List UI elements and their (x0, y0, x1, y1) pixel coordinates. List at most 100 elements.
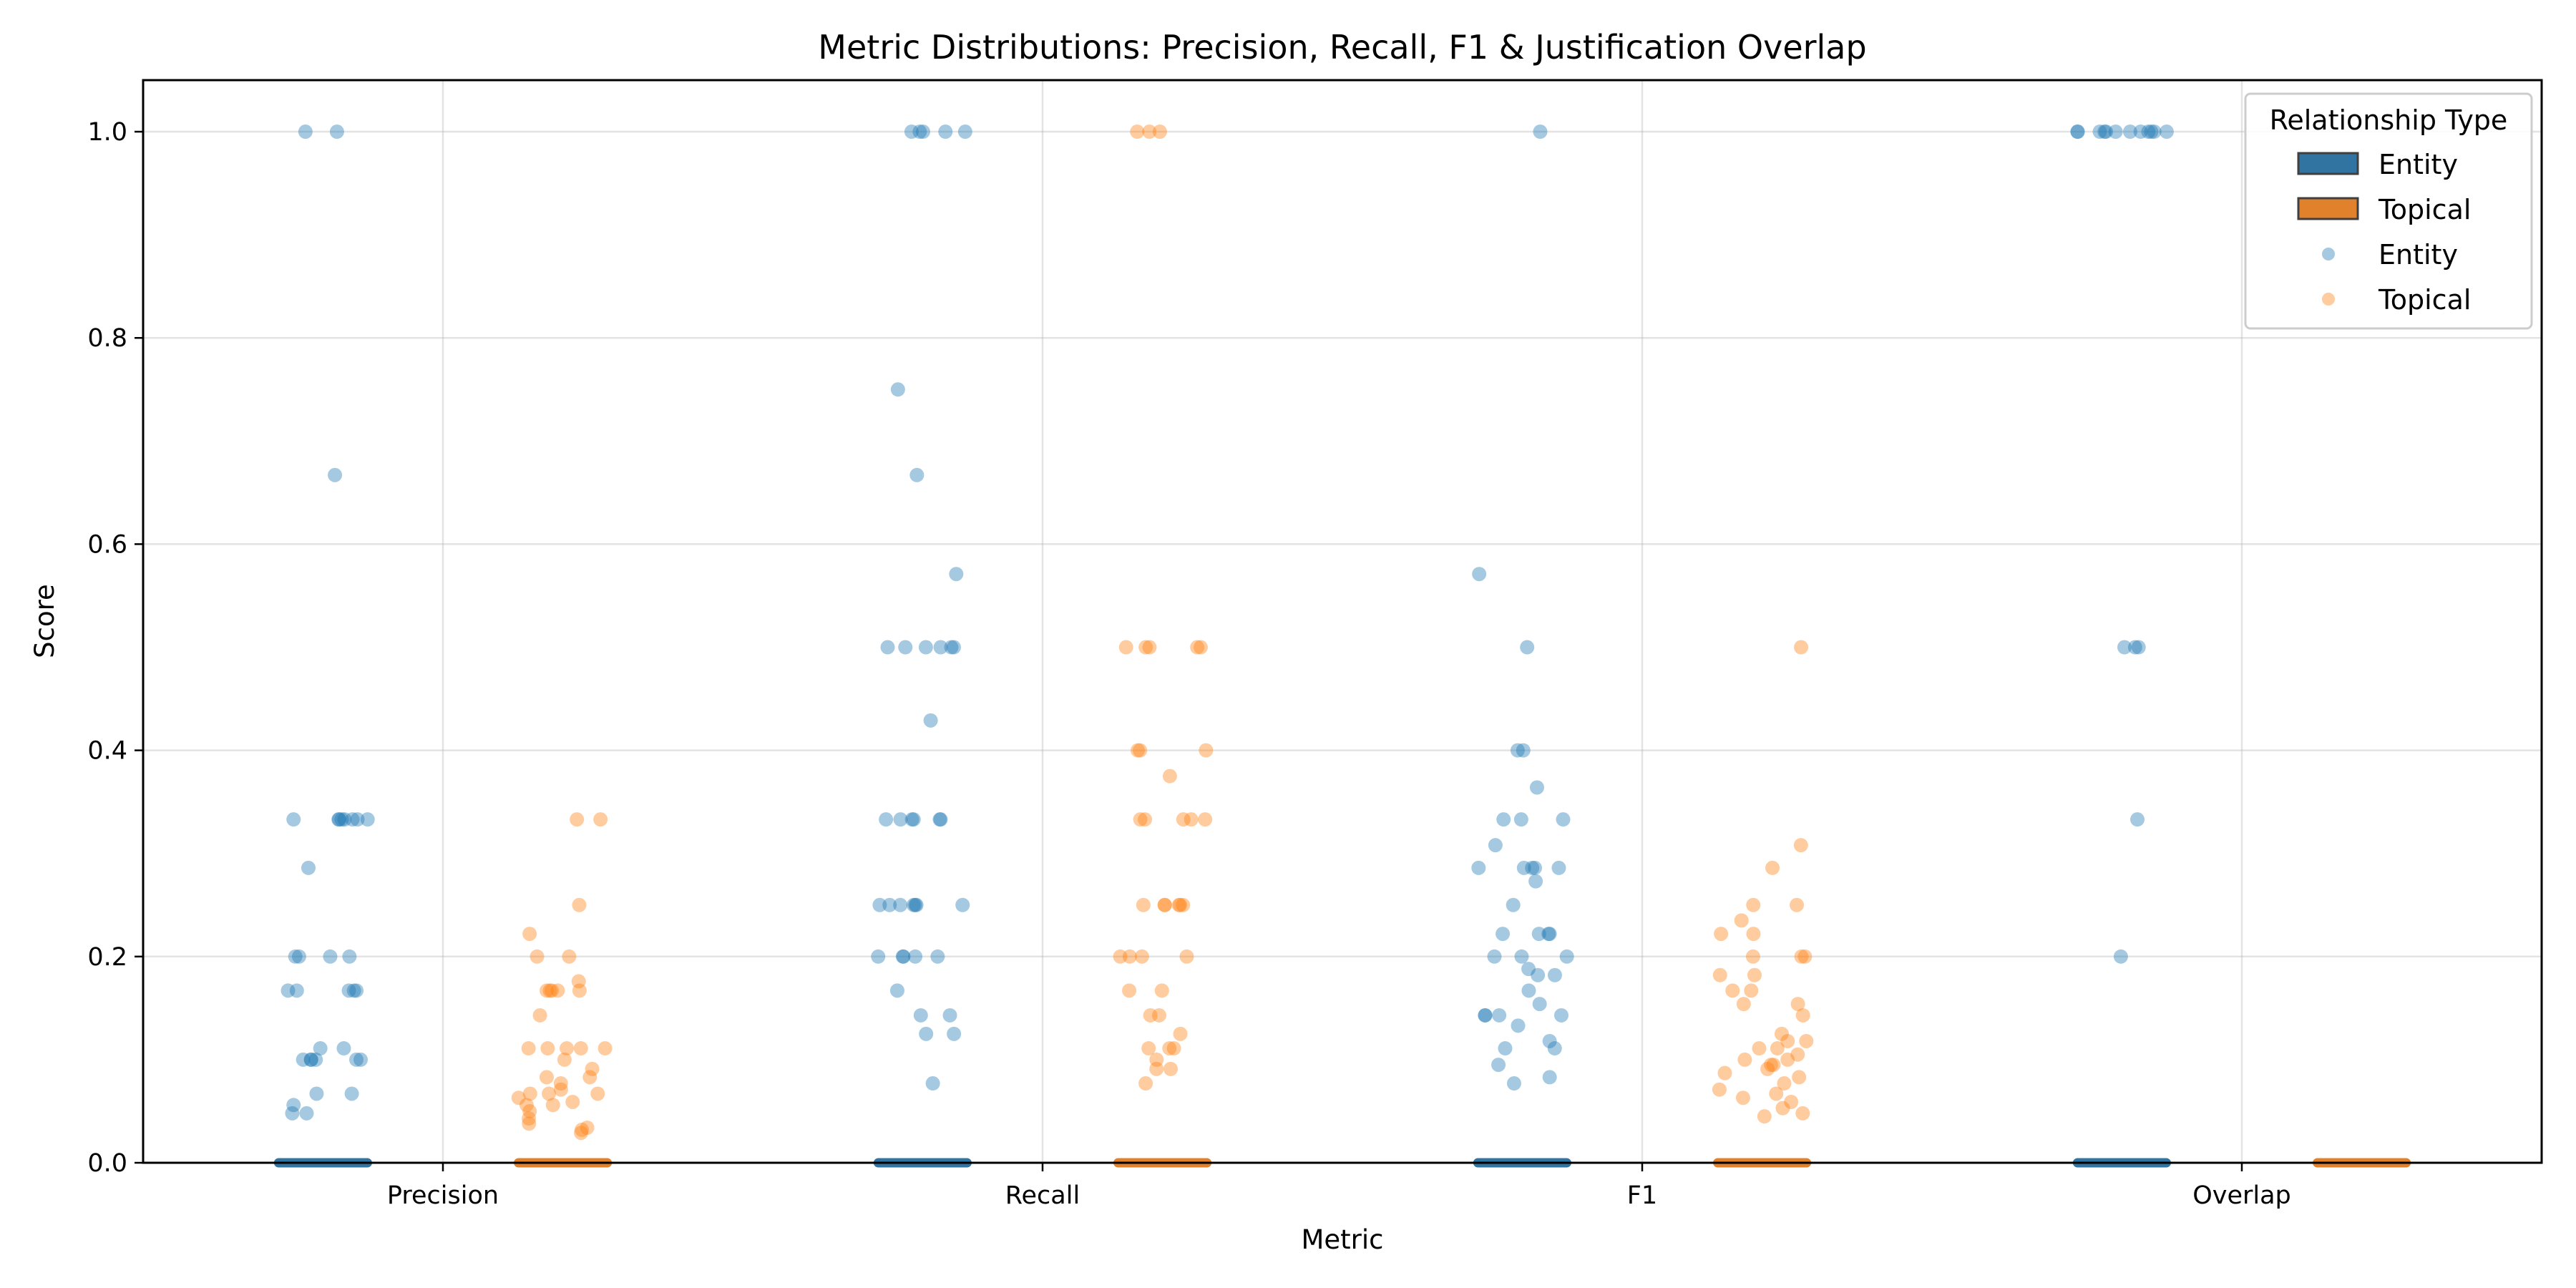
point-entity-recall (880, 640, 895, 655)
point-entity-overlap (2144, 125, 2159, 140)
point-entity-overlap (2113, 949, 2128, 964)
point-topical-precision (522, 1103, 537, 1118)
point-entity-precision (308, 1052, 323, 1067)
point-topical-precision (522, 1116, 537, 1131)
point-entity-recall (946, 640, 961, 655)
y-tick-label: 0.4 (87, 737, 127, 766)
point-entity-overlap (2131, 640, 2146, 655)
point-topical-f1 (1775, 1101, 1790, 1116)
point-topical-recall (1142, 640, 1157, 655)
x-axis-ticks: Precision Recall F1 Overlap (387, 1163, 2291, 1210)
point-topical-precision (597, 1041, 613, 1056)
point-entity-overlap (2147, 125, 2162, 140)
point-entity-precision (303, 1052, 318, 1067)
legend-point-label-entity: Entity (2379, 239, 2458, 270)
point-topical-f1 (1794, 640, 1809, 655)
point-topical-f1 (1770, 1041, 1785, 1056)
point-topical-recall (1171, 897, 1186, 912)
point-entity-f1 (1547, 967, 1562, 982)
point-topical-recall (1141, 1041, 1156, 1056)
point-topical-f1 (1769, 1086, 1784, 1101)
point-topical-recall (1157, 897, 1172, 912)
point-entity-precision (313, 1041, 328, 1056)
point-entity-recall (904, 125, 919, 140)
point-entity-recall (908, 897, 923, 912)
point-topical-precision (553, 1076, 568, 1091)
point-entity-f1 (1528, 874, 1543, 889)
point-entity-recall (872, 897, 887, 912)
point-entity-precision (286, 1098, 301, 1113)
point-entity-precision (323, 949, 338, 964)
y-tick-label: 0.2 (87, 943, 127, 972)
point-topical-f1 (1795, 1008, 1810, 1023)
point-topical-f1 (1734, 913, 1749, 928)
point-entity-overlap (2070, 125, 2085, 140)
point-entity-overlap (2130, 812, 2145, 827)
point-topical-precision (562, 949, 577, 964)
point-entity-overlap (2159, 125, 2174, 140)
point-topical-recall (1190, 640, 1205, 655)
point-entity-precision (349, 1052, 364, 1067)
point-topical-precision (560, 1041, 575, 1056)
point-topical-precision (550, 983, 565, 998)
legend-box-swatch-topical (2297, 197, 2359, 220)
point-entity-f1 (1551, 860, 1566, 875)
y-tick-label: 1.0 (87, 118, 127, 147)
point-entity-recall (908, 949, 923, 964)
point-entity-recall (906, 897, 921, 912)
point-entity-recall (871, 949, 886, 964)
point-topical-f1 (1747, 967, 1762, 982)
plot-area-frame (142, 79, 2543, 1164)
point-entity-recall (895, 949, 910, 964)
point-topical-precision (570, 812, 585, 827)
point-topical-f1 (1746, 927, 1761, 942)
point-topical-recall (1149, 1061, 1164, 1076)
point-topical-recall (1131, 743, 1146, 758)
point-entity-recall (913, 1008, 928, 1023)
point-topical-recall (1162, 769, 1177, 784)
strip-points (280, 125, 2174, 1141)
point-topical-f1 (1744, 983, 1759, 998)
legend-title: Relationship Type (2270, 104, 2508, 136)
point-topical-precision (521, 1041, 536, 1056)
point-entity-recall (925, 1076, 940, 1091)
point-topical-recall (1113, 949, 1128, 964)
point-topical-precision (571, 974, 586, 989)
point-entity-precision (291, 949, 306, 964)
point-entity-f1 (1496, 812, 1511, 827)
point-entity-overlap (2092, 125, 2107, 140)
point-entity-overlap (2097, 125, 2112, 140)
point-entity-precision (346, 983, 361, 998)
point-entity-f1 (1542, 1070, 1557, 1085)
point-entity-precision (336, 1041, 351, 1056)
point-entity-f1 (1491, 1058, 1506, 1073)
point-entity-recall (919, 1026, 934, 1041)
point-entity-overlap (2070, 125, 2085, 140)
point-entity-overlap (2127, 640, 2142, 655)
point-entity-recall (889, 983, 904, 998)
point-topical-recall (1133, 743, 1148, 758)
point-entity-recall (909, 897, 924, 912)
point-topical-precision (553, 1082, 568, 1097)
point-topical-f1 (1736, 997, 1751, 1012)
point-entity-f1 (1506, 897, 1521, 912)
point-topical-recall (1157, 897, 1172, 912)
point-entity-f1 (1532, 997, 1547, 1012)
point-entity-precision (331, 812, 346, 827)
point-entity-precision (334, 812, 349, 827)
point-entity-recall (930, 949, 945, 964)
point-entity-overlap (2133, 125, 2148, 140)
point-entity-recall (882, 897, 897, 912)
point-topical-f1 (1792, 1070, 1807, 1085)
point-topical-recall (1122, 949, 1137, 964)
y-axis-ticks: 0.0 0.2 0.4 0.6 0.8 1.0 (87, 118, 143, 1178)
point-topical-precision (519, 1098, 534, 1113)
point-entity-precision (303, 1052, 318, 1067)
point-entity-precision (353, 1052, 369, 1067)
point-entity-f1 (1514, 949, 1529, 964)
point-topical-recall (1176, 812, 1191, 827)
point-entity-recall (957, 125, 972, 140)
point-topical-f1 (1712, 1082, 1727, 1097)
point-topical-recall (1179, 949, 1194, 964)
point-topical-f1 (1780, 1052, 1795, 1067)
